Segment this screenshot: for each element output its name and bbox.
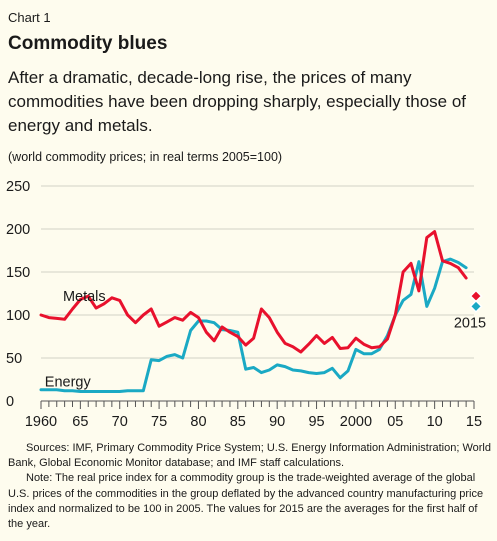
y-tick-label: 150 — [6, 265, 30, 281]
x-tick-label: 75 — [151, 414, 167, 430]
x-tick-label: 95 — [308, 414, 324, 430]
x-tick-label: 10 — [427, 414, 443, 430]
marker-2015-energy — [469, 299, 483, 313]
marker-points — [469, 289, 483, 313]
x-tick-label: 70 — [112, 414, 128, 430]
x-tick-label: 80 — [190, 414, 206, 430]
line-chart: 0 50 100 150 200 250 1960 65 70 75 80 85 90 95 2000 05 1… — [6, 179, 486, 430]
x-tick-label: 15 — [466, 414, 482, 430]
series-lines — [39, 230, 468, 393]
x-tick-label: 90 — [269, 414, 285, 430]
y-tick-label: 100 — [6, 308, 30, 324]
y-tick-label: 250 — [6, 179, 30, 195]
sources-note: Sources: IMF, Primary Commodity Price Sy… — [8, 441, 492, 532]
x-tick-label: 65 — [72, 414, 88, 430]
gridlines — [41, 185, 474, 402]
chart-title: Commodity blues — [8, 33, 168, 54]
y-tick-label: 50 — [6, 351, 22, 367]
chart-subtitle: After a dramatic, decade-long rise, the … — [8, 68, 467, 135]
x-axis-ticks — [40, 401, 475, 409]
chart-units: (world commodity prices; in real terms 2… — [8, 150, 283, 164]
series-annotations: 2015 Metals Energy — [45, 289, 486, 390]
series-line-metals — [39, 230, 468, 354]
y-tick-label: 0 — [6, 394, 14, 410]
axis-labels: 0 50 100 150 200 250 1960 65 70 75 80 85 90 95 2000 05 1… — [6, 179, 482, 430]
x-tick-label: 05 — [387, 414, 403, 430]
sources-text: Sources: IMF, Primary Commodity Price Sy… — [8, 442, 491, 470]
chart-kicker: Chart 1 — [8, 10, 51, 25]
metals-label: Metals — [63, 289, 106, 305]
note-text: Note: The real price index for a commodi… — [8, 472, 484, 531]
y-tick-label: 200 — [6, 222, 30, 238]
energy-label: Energy — [45, 374, 92, 390]
x-tick-label: 2000 — [340, 414, 372, 430]
marker-label-2015: 2015 — [454, 316, 486, 332]
x-tick-label: 1960 — [25, 414, 57, 430]
x-tick-label: 85 — [230, 414, 246, 430]
